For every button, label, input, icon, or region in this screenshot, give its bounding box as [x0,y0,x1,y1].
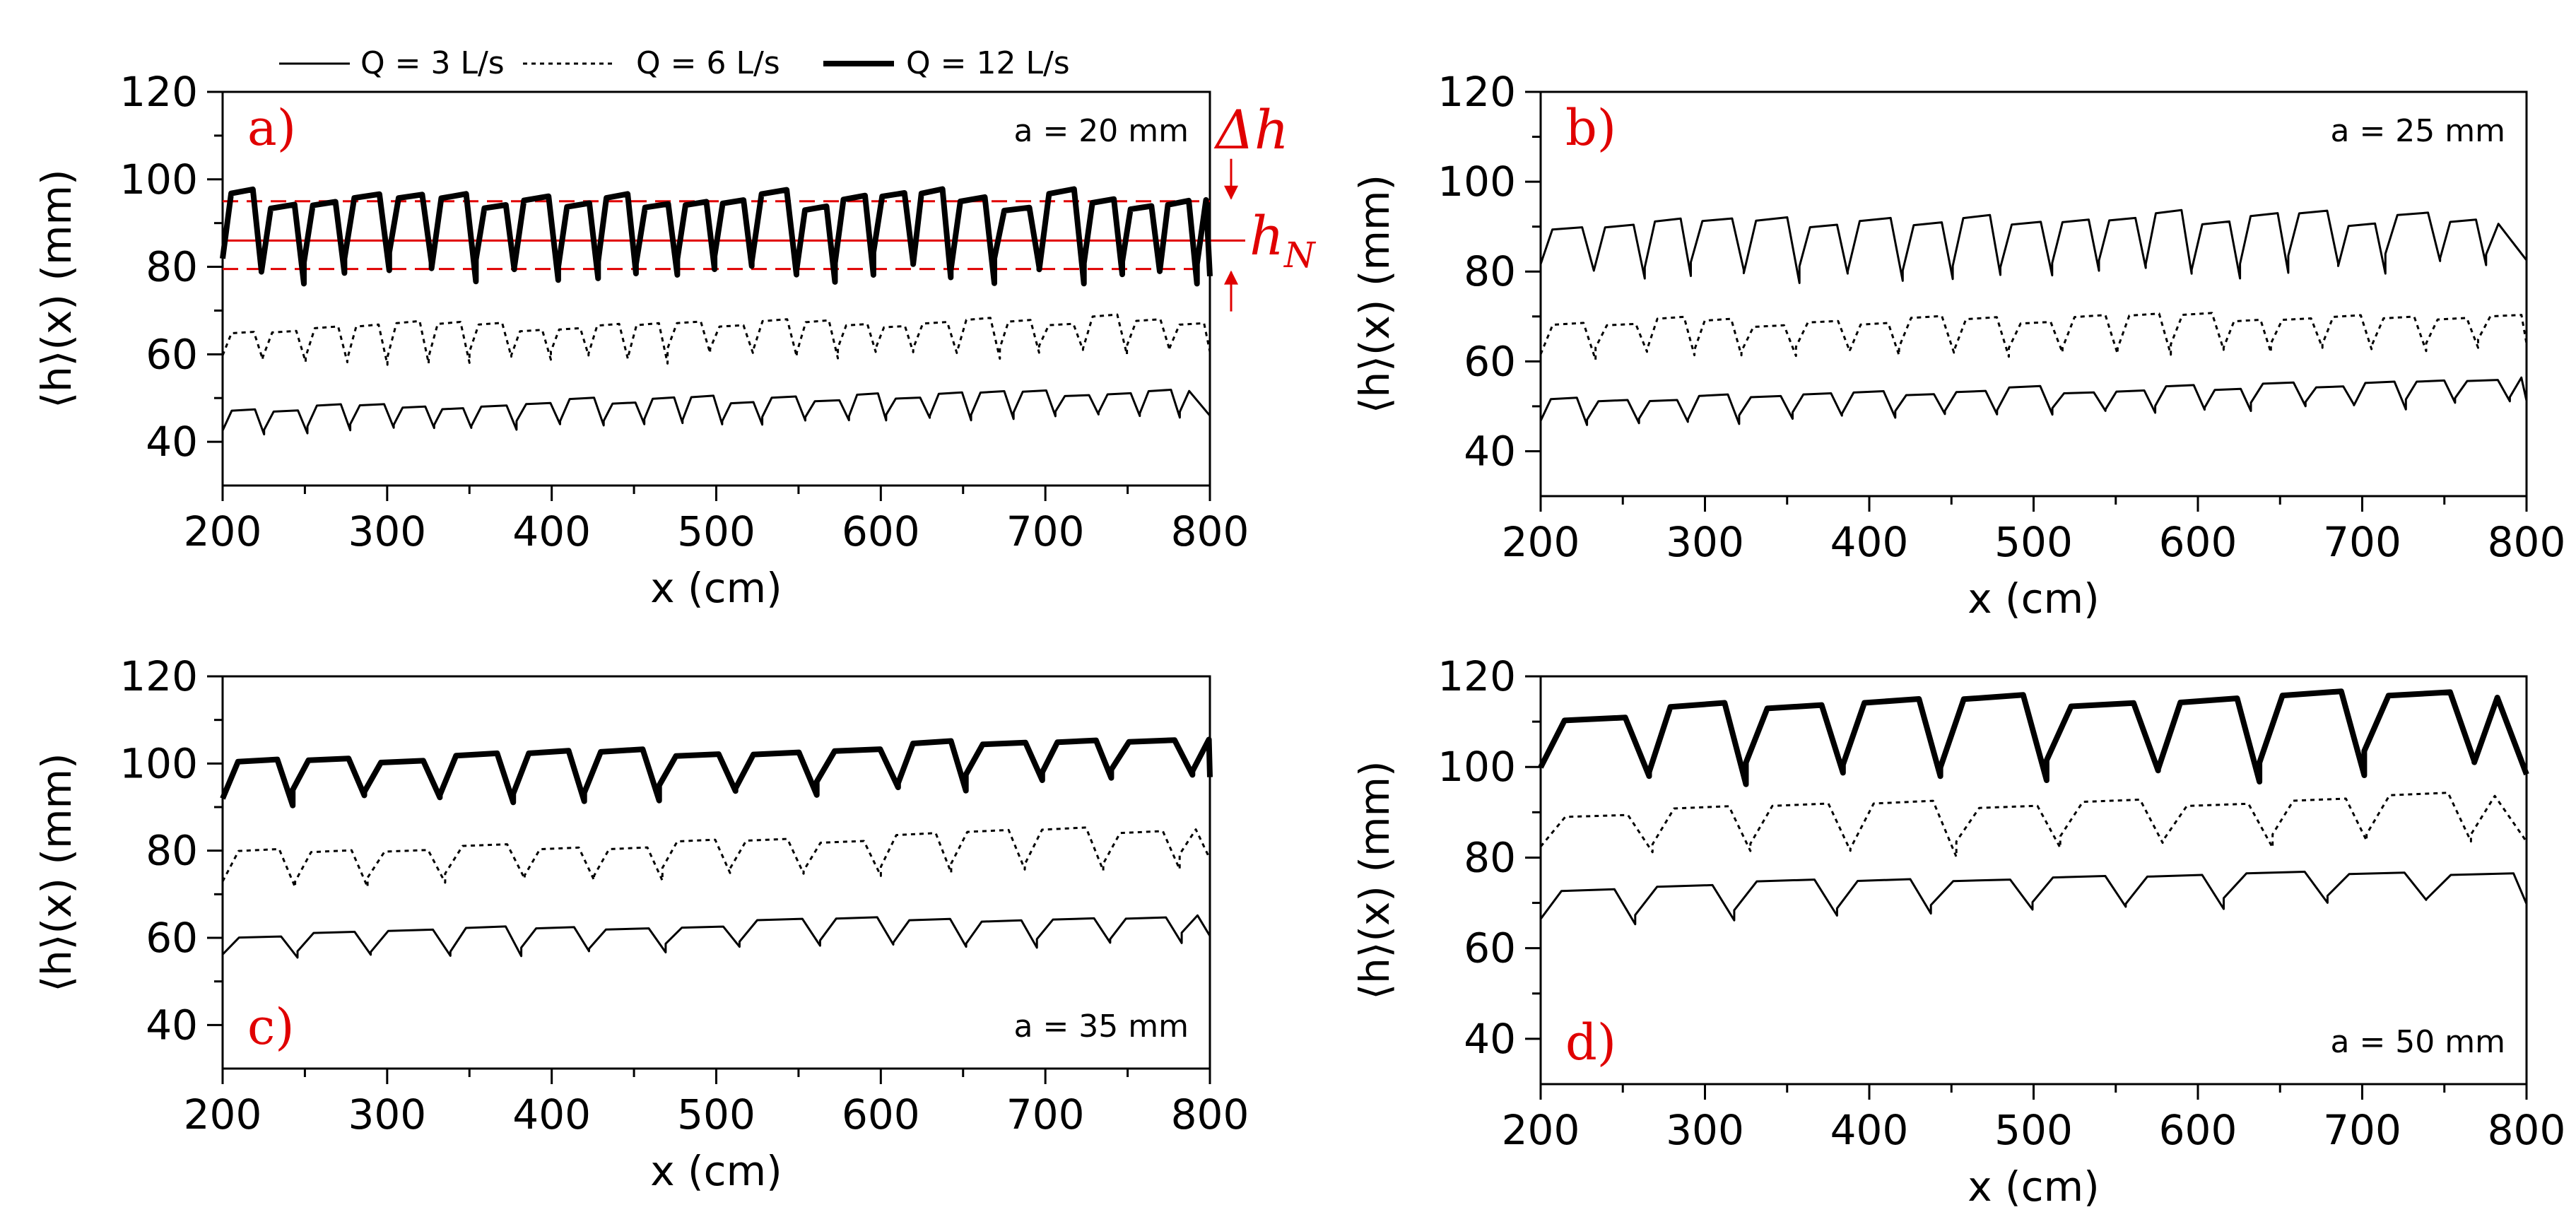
y-tick-label: 40 [1464,427,1516,475]
x-tick-label: 700 [2323,518,2401,566]
h-n-label: hN [1249,204,1317,276]
x-tick-label: 200 [1502,518,1580,566]
x-axis-title: x (cm) [1968,575,2099,623]
y-tick-label: 80 [146,827,198,875]
y-tick-label: 100 [1437,158,1516,206]
panel-letter: b) [1565,99,1616,157]
x-tick-label: 300 [1666,1106,1744,1154]
panel-d: 200 300 400 500 600 700 800 40 60 80 100 120 x (cm) ⟨… [1351,652,2565,1211]
x-axis-title: x (cm) [650,564,782,612]
x-tick-label: 200 [1502,1106,1580,1154]
delta-arrow-lower-head [1224,270,1238,285]
y-axis-title: ⟨h⟩(x) (mm) [33,169,81,408]
y-tick-label: 120 [119,68,198,116]
y-tick-label: 120 [1437,68,1516,116]
y-tick-label: 60 [146,914,198,962]
series-line-3 [220,186,1213,287]
legend-label-q12: Q = 12 L/s [906,45,1070,81]
panel-annotation: a = 35 mm [1014,1009,1189,1045]
delta-h-label: Δh [1213,98,1289,161]
legend-label-q6: Q = 6 L/s [636,45,780,81]
x-axis-title: x (cm) [650,1147,782,1195]
series-line-1 [1539,871,2528,926]
panel-annotation: a = 20 mm [1014,113,1189,149]
x-tick-label: 800 [2488,1106,2566,1154]
y-axis-title: ⟨h⟩(x) (mm) [33,753,81,992]
series-line-3 [1539,208,2528,284]
x-tick-label: 700 [1006,1090,1085,1139]
x-tick-label: 200 [184,507,262,555]
series-line-1 [1539,376,2528,426]
x-tick-label: 300 [348,1090,426,1139]
x-tick-label: 600 [2159,518,2237,566]
series-line-2 [221,826,1211,888]
panel-annotation: a = 25 mm [2331,113,2506,149]
y-tick-label: 120 [1437,652,1516,700]
y-axis-title: ⟨h⟩(x) (mm) [1351,175,1399,413]
y-axis-title: ⟨h⟩(x) (mm) [1351,760,1399,999]
y-tick-label: 40 [146,418,198,466]
panel-letter: c) [247,998,295,1056]
series-line-3 [220,736,1213,808]
x-tick-label: 600 [842,507,920,555]
panel-letter: d) [1565,1013,1616,1071]
x-tick-label: 800 [2488,518,2566,566]
x-tick-label: 600 [842,1090,920,1139]
y-tick-label: 100 [119,739,198,787]
y-tick-label: 60 [1464,924,1516,972]
y-tick-label: 40 [1464,1015,1516,1063]
y-tick-label: 60 [1464,337,1516,385]
series-line-2 [221,313,1211,366]
y-tick-label: 80 [1464,833,1516,881]
h-n-sub: N [1283,235,1317,276]
x-tick-label: 400 [1830,518,1909,566]
x-tick-label: 800 [1171,1090,1249,1139]
panel-b: 200 300 400 500 600 700 800 40 60 80 100 120 x (cm) ⟨… [1351,68,2565,623]
legend-label-q3: Q = 3 L/s [360,45,505,81]
y-tick-label: 100 [119,155,198,204]
plot-frame [221,90,1211,487]
x-tick-label: 800 [1171,507,1249,555]
x-axis-title: x (cm) [1968,1163,2099,1211]
y-tick-label: 40 [146,1001,198,1049]
series-line-1 [221,389,1211,436]
series-line-2 [1539,792,2528,858]
series-line-1 [221,914,1211,959]
legend: Q = 3 L/s Q = 6 L/s Q = 12 L/s [279,45,1070,81]
panel-letter: a) [247,99,296,157]
x-tick-label: 400 [512,1090,591,1139]
x-tick-label: 500 [677,1090,755,1139]
y-tick-label: 100 [1437,743,1516,791]
panel-annotation: a = 50 mm [2331,1024,2506,1060]
x-tick-label: 600 [2159,1106,2237,1154]
x-tick-label: 500 [1994,1106,2073,1154]
y-tick-label: 80 [146,243,198,291]
x-tick-label: 200 [184,1090,262,1139]
series-line-2 [1539,312,2528,361]
x-tick-label: 400 [512,507,591,555]
panel-c: 200 300 400 500 600 700 800 40 60 80 100 120 x (cm) ⟨… [33,652,1249,1195]
series-line-3 [1538,688,2529,787]
x-tick-label: 500 [677,507,755,555]
y-tick-label: 120 [119,652,198,700]
y-tick-label: 60 [146,330,198,378]
h-n-main: h [1249,204,1284,267]
panel-a: 200 300 400 500 600 700 800 40 60 80 100 120 x (cm) ⟨… [33,68,1249,612]
delta-arrow-upper-head [1224,185,1238,200]
x-tick-label: 300 [1666,518,1744,566]
x-tick-label: 700 [2323,1106,2401,1154]
x-tick-label: 400 [1830,1106,1909,1154]
y-tick-label: 80 [1464,247,1516,295]
plot-frame [1539,90,2528,498]
x-tick-label: 300 [348,507,426,555]
reference-annotations: Δh hN [1213,98,1317,276]
x-tick-label: 700 [1006,507,1085,555]
x-tick-label: 500 [1994,518,2073,566]
